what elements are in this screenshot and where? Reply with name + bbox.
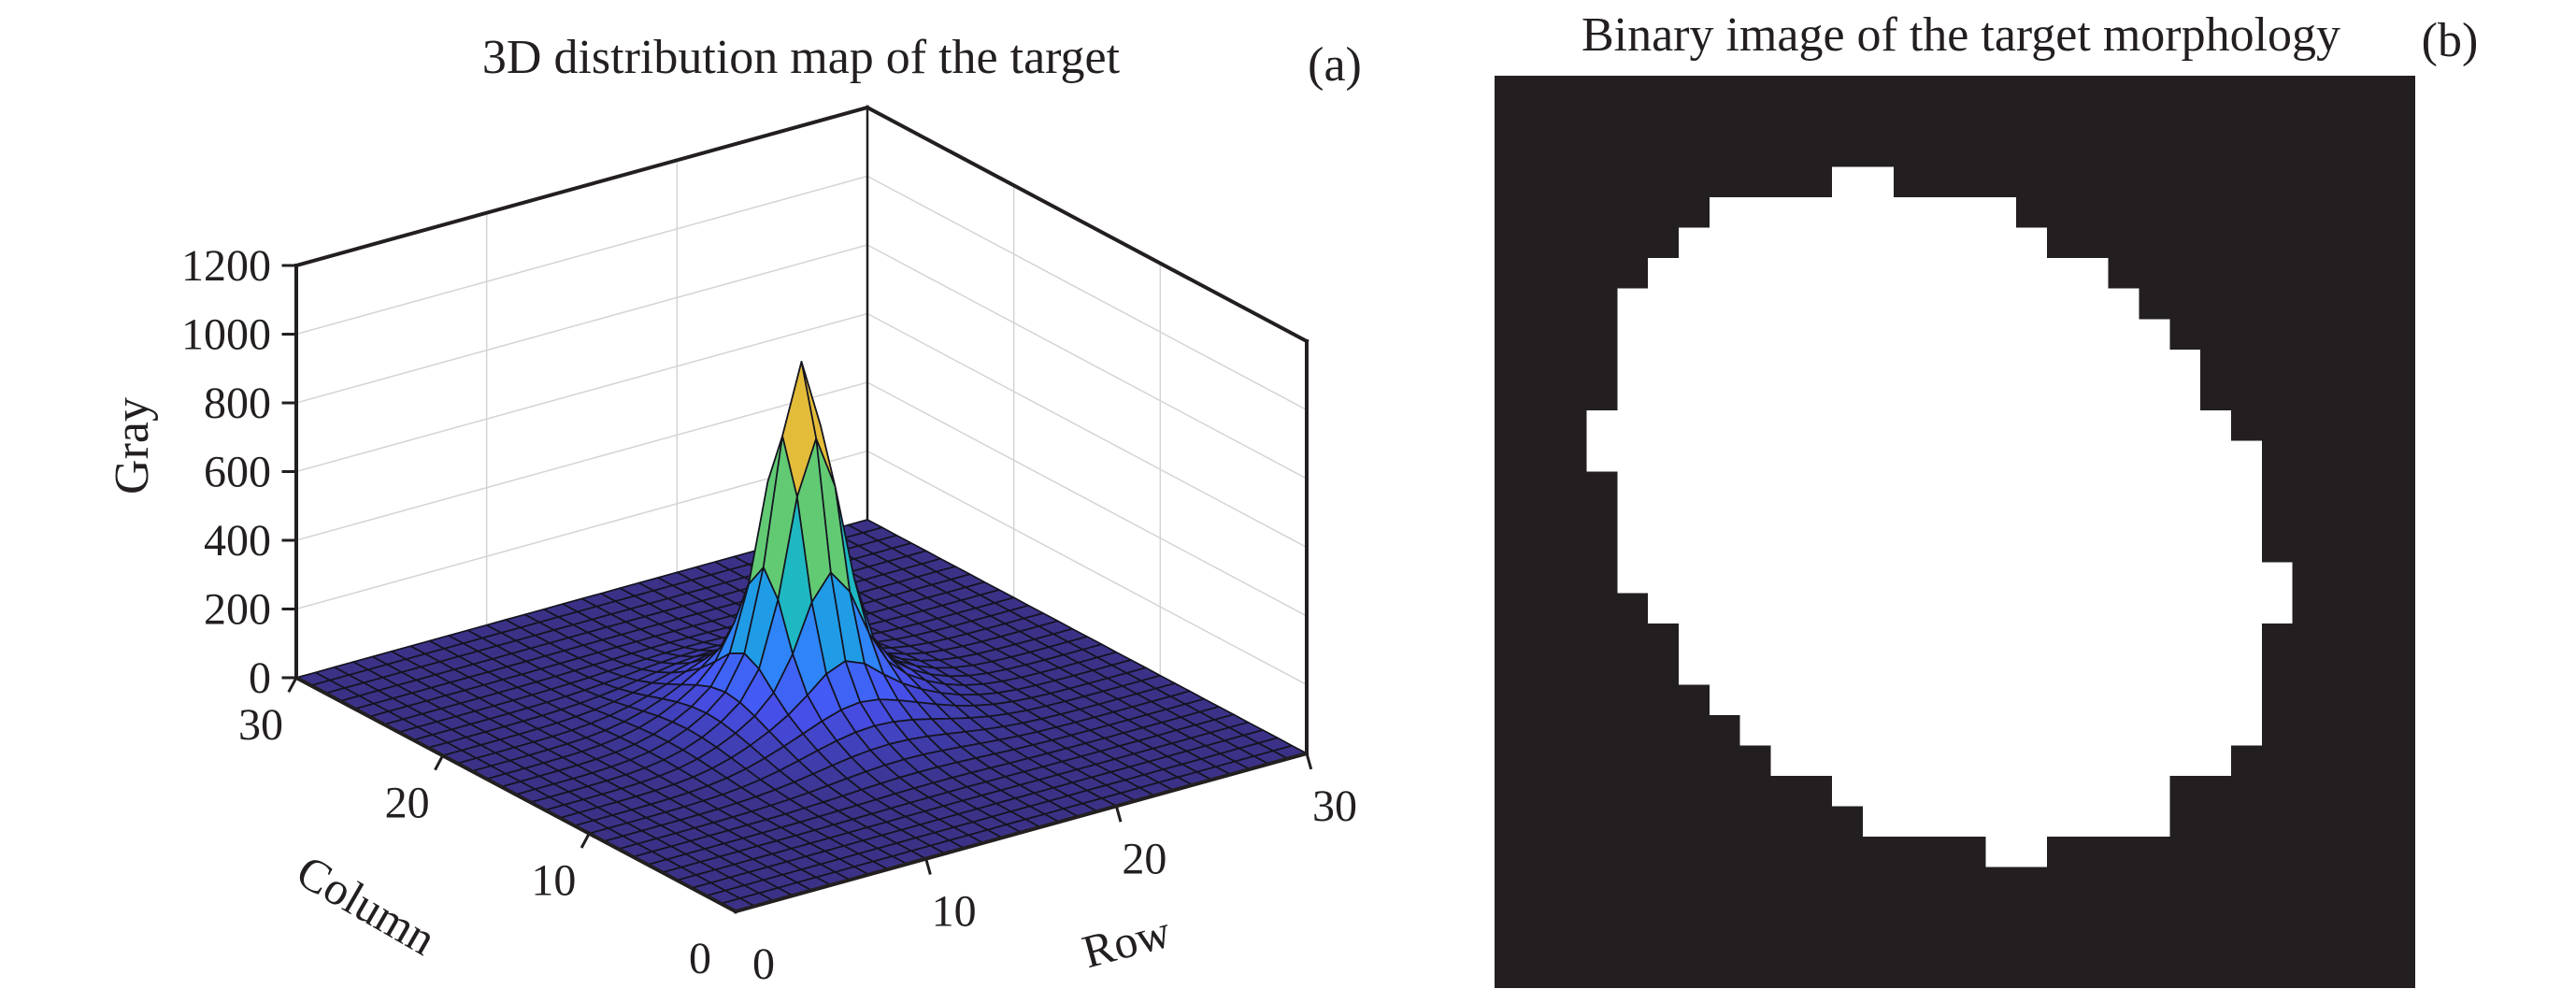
- panel-a-tag: (a): [1308, 38, 1362, 92]
- svg-text:20: 20: [1122, 834, 1166, 883]
- svg-text:30: 30: [1312, 781, 1357, 831]
- panel-a-title: 3D distribution map of the target: [481, 31, 1121, 84]
- svg-text:1000: 1000: [181, 310, 271, 360]
- panel-b-title: Binary image of the target morphology: [1581, 8, 2341, 62]
- svg-text:10: 10: [531, 856, 576, 906]
- svg-text:30: 30: [238, 700, 283, 750]
- svg-text:400: 400: [204, 516, 271, 566]
- svg-text:800: 800: [204, 379, 271, 428]
- svg-text:10: 10: [932, 887, 977, 937]
- svg-text:600: 600: [204, 448, 271, 497]
- panel-b-tag: (b): [2421, 14, 2479, 67]
- binary-image: [1495, 76, 2415, 988]
- svg-text:0: 0: [752, 939, 775, 989]
- svg-text:0: 0: [249, 653, 271, 703]
- svg-text:20: 20: [385, 778, 430, 827]
- svg-text:0: 0: [689, 934, 711, 983]
- svg-text:200: 200: [204, 585, 271, 635]
- svg-text:1200: 1200: [181, 241, 271, 291]
- z-axis-label: Gray: [106, 397, 159, 494]
